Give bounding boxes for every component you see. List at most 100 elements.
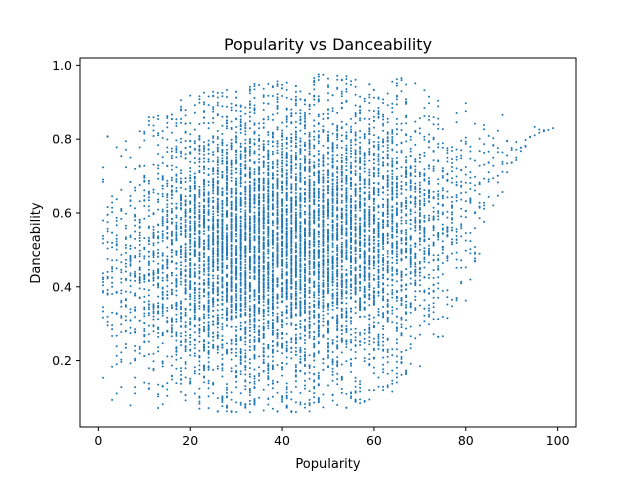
scatter-point: [216, 235, 219, 238]
scatter-point: [267, 327, 270, 330]
scatter-point: [290, 295, 293, 297]
scatter-point: [281, 366, 284, 369]
scatter-point: [294, 280, 297, 283]
scatter-point: [134, 215, 137, 218]
scatter-point: [143, 295, 146, 298]
scatter-point: [271, 153, 274, 156]
scatter-point: [207, 193, 210, 195]
scatter-point: [294, 333, 297, 336]
scatter-point: [207, 260, 210, 263]
scatter-point: [166, 306, 169, 309]
scatter-point: [193, 267, 196, 270]
scatter-point: [129, 362, 132, 365]
scatter-point: [230, 347, 233, 350]
scatter-point: [180, 155, 182, 158]
scatter-point: [290, 301, 293, 304]
scatter-point: [248, 120, 251, 123]
scatter-point: [184, 252, 187, 255]
scatter-point: [170, 168, 173, 171]
scatter-point: [189, 190, 192, 193]
scatter-point: [258, 228, 261, 231]
scatter-point: [262, 231, 265, 233]
scatter-point: [244, 379, 247, 382]
scatter-point: [203, 150, 205, 153]
scatter-point: [244, 235, 247, 238]
scatter-point: [203, 239, 205, 242]
scatter-point: [143, 217, 146, 220]
scatter-point: [129, 311, 132, 314]
scatter-point: [290, 197, 293, 199]
scatter-point: [203, 273, 205, 276]
scatter-point: [180, 335, 182, 338]
scatter-point: [193, 142, 196, 145]
scatter-point: [216, 249, 219, 252]
scatter-point: [143, 315, 146, 318]
scatter-point: [147, 260, 150, 263]
scatter-point: [161, 331, 164, 334]
scatter-point: [258, 238, 261, 241]
scatter-point: [239, 235, 242, 237]
scatter-point: [244, 356, 247, 359]
scatter-point: [175, 267, 178, 270]
scatter-point: [207, 191, 210, 194]
scatter-point: [170, 179, 173, 182]
scatter-point: [267, 161, 270, 164]
scatter-point: [258, 214, 261, 217]
scatter-point: [175, 166, 178, 169]
scatter-point: [216, 240, 219, 243]
scatter-point: [221, 223, 224, 226]
scatter-point: [276, 140, 279, 143]
scatter-point: [216, 277, 219, 280]
scatter-point: [290, 267, 293, 270]
scatter-point: [226, 167, 228, 170]
scatter-point: [170, 233, 173, 236]
scatter-point: [267, 276, 270, 279]
scatter-point: [198, 266, 201, 269]
scatter-point: [248, 329, 251, 332]
scatter-point: [290, 183, 293, 186]
scatter-point: [189, 302, 192, 305]
scatter-point: [180, 280, 182, 283]
scatter-point: [152, 308, 155, 311]
scatter-point: [230, 338, 233, 341]
scatter-point: [203, 256, 205, 258]
scatter-point: [203, 264, 205, 267]
scatter-point: [129, 291, 132, 294]
scatter-point: [230, 144, 233, 147]
scatter-point: [281, 210, 284, 213]
scatter-point: [299, 90, 302, 93]
scatter-point: [138, 352, 141, 355]
scatter-point: [180, 382, 182, 385]
scatter-point: [216, 163, 219, 166]
scatter-point: [198, 235, 201, 238]
scatter-point: [253, 178, 256, 181]
scatter-point: [235, 351, 238, 354]
scatter-point: [258, 396, 261, 399]
scatter-point: [198, 232, 201, 234]
scatter-point: [198, 161, 201, 163]
scatter-point: [226, 160, 228, 163]
scatter-point: [244, 248, 247, 251]
scatter-point: [248, 224, 251, 227]
scatter-point: [285, 394, 288, 397]
scatter-point: [221, 91, 224, 94]
scatter-point: [203, 206, 205, 209]
scatter-point: [294, 303, 297, 306]
scatter-point: [271, 203, 274, 206]
scatter-point: [216, 156, 219, 159]
scatter-point: [129, 236, 132, 239]
scatter-point: [120, 316, 123, 319]
scatter-point: [262, 143, 265, 146]
scatter-point: [248, 236, 251, 239]
scatter-point: [193, 104, 196, 107]
scatter-point: [235, 90, 238, 93]
scatter-point: [175, 294, 178, 297]
scatter-point: [285, 118, 288, 121]
scatter-point: [189, 174, 192, 177]
scatter-point: [285, 239, 288, 242]
scatter-point: [180, 344, 182, 347]
scatter-point: [193, 318, 196, 321]
scatter-point: [244, 175, 247, 177]
scatter-point: [226, 125, 228, 128]
